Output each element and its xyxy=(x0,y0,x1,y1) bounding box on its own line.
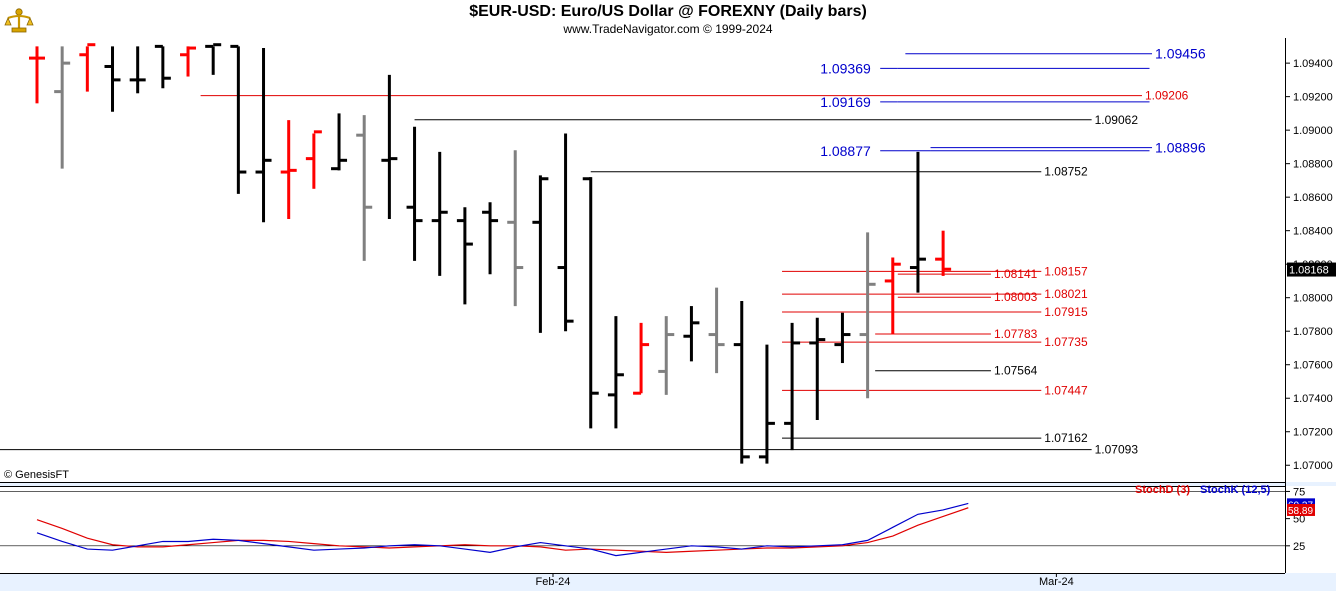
price-tick-label: 1.07800 xyxy=(1293,326,1333,338)
ohlc-bar xyxy=(784,322,801,451)
stoch-d-legend: StochD (3) xyxy=(1135,484,1190,496)
time-tick-label: Feb-24 xyxy=(536,576,571,588)
chart-title: $EUR-USD: Euro/US Dollar @ FOREXNY (Dail… xyxy=(469,3,867,20)
level-label-1.07783: 1.07783 xyxy=(994,327,1038,341)
last-price-label: 1.08168 xyxy=(1289,265,1329,277)
ohlc-bar xyxy=(758,344,775,464)
ohlc-bar xyxy=(305,130,322,189)
price-tick-label: 1.08000 xyxy=(1293,293,1333,305)
chart-header: $EUR-USD: Euro/US Dollar @ FOREXNY (Dail… xyxy=(0,0,1336,38)
ohlc-bar xyxy=(482,202,499,275)
ohlc-bar xyxy=(607,316,624,429)
ohlc-bar xyxy=(683,306,700,362)
level-label-1.08003: 1.08003 xyxy=(994,290,1038,304)
level-label-1.09169: 1.09169 xyxy=(820,94,871,110)
level-label-1.07564: 1.07564 xyxy=(994,364,1038,378)
price-tick-label: 1.08800 xyxy=(1293,159,1333,171)
level-label-1.09456: 1.09456 xyxy=(1155,46,1206,62)
price-tick-label: 1.09000 xyxy=(1293,125,1333,137)
stoch-tick-label: 75 xyxy=(1293,486,1305,498)
level-label-1.07915: 1.07915 xyxy=(1044,305,1088,319)
ohlc-bar xyxy=(909,151,926,293)
ohlc-bar xyxy=(834,312,851,364)
stoch-tick-label: 25 xyxy=(1293,541,1305,553)
ohlc-bar xyxy=(230,44,247,194)
ohlc-bar xyxy=(406,126,423,261)
ohlc-bar xyxy=(356,115,373,261)
genesis-watermark: © GenesisFT xyxy=(4,469,69,481)
ohlc-bar xyxy=(381,74,398,219)
stoch-line-d xyxy=(36,507,969,553)
stoch-k-legend: StochK (12,5) xyxy=(1200,484,1271,496)
price-tick-label: 1.08600 xyxy=(1293,192,1333,204)
last-price-box xyxy=(1287,262,1336,277)
ohlc-bar xyxy=(280,120,297,219)
stoch-tick-label: 50 xyxy=(1293,514,1305,526)
level-label-1.08157: 1.08157 xyxy=(1044,264,1088,278)
ohlc-bar xyxy=(935,230,952,276)
price-tick-label: 1.08400 xyxy=(1293,226,1333,238)
ohlc-bar xyxy=(507,150,524,307)
price-tick-label: 1.07200 xyxy=(1293,427,1333,439)
ohlc-bar xyxy=(54,46,71,169)
ohlc-bar xyxy=(658,316,675,395)
price-tick-label: 1.07600 xyxy=(1293,360,1333,372)
level-label-1.09206: 1.09206 xyxy=(1145,89,1189,103)
price-tick-label: 1.09400 xyxy=(1293,58,1333,70)
ohlc-bar xyxy=(708,287,725,374)
ohlc-bar xyxy=(633,322,650,395)
gold-trophy-icon xyxy=(2,2,36,36)
ohlc-bar xyxy=(884,257,901,335)
ohlc-bar xyxy=(859,232,876,399)
level-label-1.09062: 1.09062 xyxy=(1095,113,1139,127)
level-label-1.07162: 1.07162 xyxy=(1044,431,1088,445)
panel-divider xyxy=(0,482,1336,486)
ohlc-bar xyxy=(180,46,197,77)
ohlc-bar xyxy=(532,175,549,333)
stoch-k-value: 58.89 xyxy=(1288,506,1313,517)
level-label-1.07735: 1.07735 xyxy=(1044,335,1088,349)
stoch-k-value-box xyxy=(1287,503,1315,516)
level-label-1.08752: 1.08752 xyxy=(1044,165,1088,179)
price-axis-area xyxy=(1285,38,1336,482)
ohlc-bar xyxy=(104,46,121,112)
price-tick-label: 1.09200 xyxy=(1293,92,1333,104)
ohlc-bar xyxy=(205,43,222,75)
level-label-1.08021: 1.08021 xyxy=(1044,287,1088,301)
level-label-1.08896: 1.08896 xyxy=(1155,140,1206,156)
stoch-line-k xyxy=(36,502,969,557)
ohlc-bar xyxy=(582,177,599,429)
ohlc-bar xyxy=(733,301,750,464)
level-label-1.09369: 1.09369 xyxy=(820,60,871,76)
ohlc-bar xyxy=(255,48,272,223)
ohlc-bar xyxy=(557,133,574,332)
ohlc-bar xyxy=(331,113,348,171)
ohlc-bar xyxy=(29,46,45,104)
ohlc-bar xyxy=(431,151,448,276)
level-label-1.07447: 1.07447 xyxy=(1044,383,1088,397)
ohlc-bar xyxy=(809,317,826,421)
ohlc-bar xyxy=(129,46,146,94)
price-tick-label: 1.07400 xyxy=(1293,393,1333,405)
level-label-1.08141: 1.08141 xyxy=(994,267,1038,281)
price-tick-label: 1.07000 xyxy=(1293,460,1333,472)
level-label-1.07093: 1.07093 xyxy=(1095,443,1139,457)
chart-subtitle: www.TradeNavigator.com © 1999-2024 xyxy=(563,22,773,36)
ohlc-bar xyxy=(79,43,96,92)
time-tick-label: Mar-24 xyxy=(1039,576,1074,588)
level-label-1.08877: 1.08877 xyxy=(820,143,871,159)
ohlc-bar xyxy=(154,44,171,89)
time-axis-band xyxy=(0,573,1336,591)
ohlc-bar xyxy=(456,207,473,305)
